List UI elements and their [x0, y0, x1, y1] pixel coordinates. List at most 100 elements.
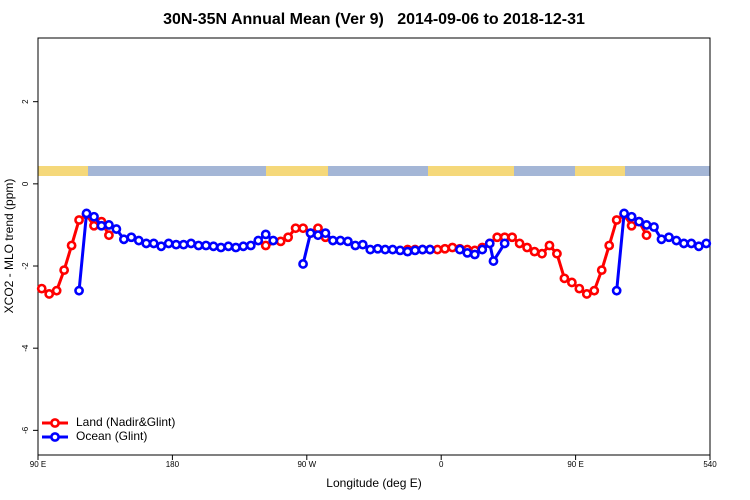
point — [268, 235, 279, 246]
point — [96, 220, 107, 231]
point — [686, 238, 697, 249]
point — [290, 223, 301, 234]
legend-label: Land (Nadir&Glint) — [76, 415, 175, 429]
point — [499, 238, 510, 249]
chart-title: 30N-35N Annual Mean (Ver 9) 2014-09-06 t… — [163, 11, 585, 28]
point — [66, 240, 77, 251]
point — [395, 245, 406, 256]
point — [417, 244, 428, 255]
point — [118, 234, 129, 245]
point — [89, 211, 99, 222]
point — [298, 223, 308, 234]
point — [253, 235, 264, 246]
legend-label: Ocean (Glint) — [76, 429, 147, 443]
point — [425, 244, 435, 255]
point — [328, 235, 338, 246]
y-tick-label: 2 — [21, 99, 30, 104]
x-tick-label: 90 E — [30, 460, 46, 469]
y-tick-label: 0 — [21, 181, 30, 186]
point — [59, 265, 70, 276]
point — [81, 208, 92, 219]
land-strip — [428, 166, 514, 176]
x-tick-label: 180 — [166, 460, 180, 469]
point — [156, 241, 167, 252]
point — [163, 238, 174, 249]
point — [664, 232, 674, 243]
point — [514, 238, 525, 249]
point — [260, 240, 271, 251]
point — [507, 232, 518, 243]
point — [611, 285, 622, 296]
point — [626, 211, 637, 222]
point — [133, 235, 144, 246]
point — [298, 259, 308, 269]
point — [641, 230, 652, 241]
point — [537, 248, 547, 259]
point — [477, 244, 488, 255]
point — [671, 235, 682, 246]
point — [701, 238, 712, 249]
point — [89, 220, 99, 231]
y-tick-label: -2 — [21, 262, 30, 270]
point — [596, 265, 607, 276]
point — [51, 285, 62, 296]
point — [148, 238, 159, 249]
point — [656, 234, 667, 245]
point — [320, 228, 331, 239]
point — [488, 256, 499, 266]
point — [313, 230, 323, 241]
point — [186, 238, 196, 249]
point — [484, 238, 495, 249]
point — [454, 244, 465, 255]
point — [275, 236, 286, 247]
x-tick-label: 540 — [703, 460, 717, 469]
point — [283, 232, 294, 243]
point — [193, 240, 204, 251]
point — [634, 216, 644, 227]
land-strip — [38, 166, 88, 176]
y-tick-label: -4 — [21, 344, 30, 352]
point — [574, 283, 585, 294]
point — [410, 245, 420, 256]
point — [626, 220, 637, 231]
point — [566, 277, 577, 288]
point — [641, 220, 652, 230]
point — [492, 232, 503, 243]
point — [372, 243, 383, 254]
point — [544, 240, 555, 251]
point — [447, 242, 458, 253]
point — [223, 241, 234, 252]
point — [469, 249, 480, 260]
point — [522, 242, 532, 253]
point — [402, 246, 413, 257]
point — [74, 215, 84, 225]
point — [335, 235, 346, 246]
point — [216, 242, 226, 253]
point — [201, 240, 211, 251]
point — [178, 239, 189, 250]
point — [462, 247, 473, 258]
x-tick-label: 90 E — [567, 460, 583, 469]
point — [611, 215, 622, 225]
point — [552, 248, 562, 259]
x-tick-label: 90 W — [297, 460, 316, 469]
point — [342, 236, 353, 247]
ocean-strip — [38, 166, 710, 176]
land-mask — [38, 166, 710, 176]
point — [589, 285, 600, 296]
point — [208, 241, 219, 252]
point — [678, 238, 689, 249]
land-strip — [575, 166, 625, 176]
point — [357, 239, 368, 250]
legend-marker — [50, 418, 60, 428]
point — [111, 224, 122, 234]
point — [126, 232, 137, 243]
point — [529, 246, 540, 257]
point — [230, 242, 241, 253]
point — [365, 244, 376, 255]
point — [619, 208, 630, 219]
point — [440, 243, 450, 254]
x-tick-label: 0 — [439, 460, 444, 469]
point — [171, 239, 182, 250]
